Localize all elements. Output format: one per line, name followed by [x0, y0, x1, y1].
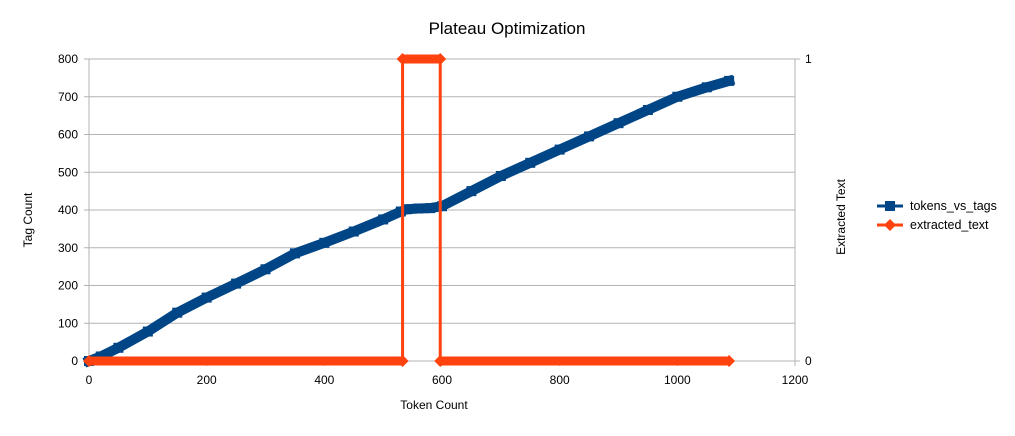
- legend-marker-tokens-vs-tags: [885, 201, 895, 211]
- y-tick-label-300: 300: [58, 241, 78, 255]
- x-tick-label-1000: 1000: [664, 373, 691, 387]
- data-point-tokens-vs-tags-22: [613, 118, 624, 129]
- data-point-extracted-text-5: [723, 355, 736, 367]
- data-point-tokens-vs-tags-12: [395, 206, 406, 217]
- y-tick-label-100: 100: [58, 316, 78, 330]
- data-point-extracted-text-3: [434, 53, 447, 65]
- data-point-tokens-vs-tags-25: [701, 82, 712, 93]
- x-tick-label-0: 0: [86, 373, 93, 387]
- y-tick-label-0: 0: [71, 354, 78, 368]
- data-point-tokens-vs-tags-3: [142, 326, 153, 337]
- data-point-tokens-vs-tags-5: [201, 292, 212, 303]
- legend-label-tokens-vs-tags: tokens_vs_tags: [910, 199, 997, 213]
- series-tokens-vs-tags: [82, 74, 736, 368]
- data-point-tokens-vs-tags-19: [525, 157, 536, 168]
- x-axis-title: Token Count: [400, 398, 468, 412]
- data-point-tokens-vs-tags-15: [425, 203, 436, 214]
- data-point-tokens-vs-tags-14: [413, 203, 424, 214]
- series-layer: [82, 53, 736, 368]
- x-tick-label-600: 600: [432, 373, 452, 387]
- data-point-tokens-vs-tags-11: [378, 214, 389, 225]
- y-axis-title: Tag Count: [21, 192, 35, 247]
- data-point-tokens-vs-tags-18: [495, 171, 506, 182]
- series-line-tokens-vs-tags: [82, 74, 736, 368]
- series-line-core-tokens-vs-tags: [88, 79, 730, 363]
- y-tick-label-500: 500: [58, 165, 78, 179]
- data-point-extracted-text-2: [396, 53, 409, 65]
- y-tick-label-400: 400: [58, 203, 78, 217]
- data-point-tokens-vs-tags-9: [319, 237, 330, 248]
- y-tick-label-800: 800: [58, 52, 78, 66]
- data-point-tokens-vs-tags-10: [348, 226, 359, 237]
- data-point-extracted-text-0: [83, 355, 95, 367]
- data-point-extracted-text-1: [396, 355, 409, 367]
- data-point-extracted-text-4: [434, 355, 447, 367]
- tick-labels: 0 100 200 300 400 500 600 700 800 0 1 0 200 400 600 800…: [58, 52, 812, 387]
- data-point-tokens-vs-tags-4: [172, 307, 183, 318]
- data-point-tokens-vs-tags-26: [724, 75, 735, 86]
- data-point-tokens-vs-tags-21: [584, 131, 595, 142]
- data-point-tokens-vs-tags-13: [401, 204, 412, 215]
- y-tick-label-700: 700: [58, 90, 78, 104]
- x-tick-label-1200: 1200: [782, 373, 809, 387]
- data-point-tokens-vs-tags-23: [642, 104, 653, 115]
- data-point-tokens-vs-tags-20: [554, 144, 565, 155]
- y2-tick-label-1: 1: [805, 52, 812, 66]
- series-extracted-text: [83, 53, 736, 367]
- data-point-tokens-vs-tags-7: [260, 264, 271, 275]
- y-tick-label-200: 200: [58, 279, 78, 293]
- y2-axis-title: Extracted Text: [834, 178, 848, 254]
- data-point-tokens-vs-tags-2: [113, 342, 124, 353]
- x-tick-label-400: 400: [314, 373, 334, 387]
- data-point-tokens-vs-tags-1: [95, 351, 106, 362]
- y2-tick-label-0: 0: [805, 354, 812, 368]
- legend-marker-extracted-text: [884, 219, 896, 231]
- legend-label-extracted-text: extracted_text: [910, 218, 989, 232]
- data-point-tokens-vs-tags-8: [289, 248, 300, 259]
- legend: tokens_vs_tags extracted_text: [877, 199, 997, 232]
- data-point-tokens-vs-tags-24: [672, 91, 683, 102]
- chart-title: Plateau Optimization: [429, 19, 586, 38]
- axes: [84, 58, 800, 366]
- x-tick-label-200: 200: [197, 373, 217, 387]
- x-tick-label-800: 800: [550, 373, 570, 387]
- y-tick-label-600: 600: [58, 128, 78, 142]
- data-point-tokens-vs-tags-17: [466, 186, 477, 197]
- data-point-tokens-vs-tags-16: [437, 201, 447, 212]
- data-point-tokens-vs-tags-6: [231, 278, 242, 289]
